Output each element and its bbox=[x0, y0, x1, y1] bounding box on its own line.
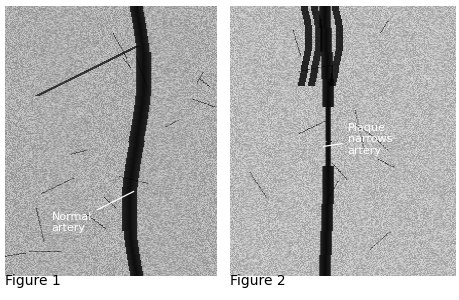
Text: Figure 1: Figure 1 bbox=[5, 274, 60, 288]
Text: Figure 2: Figure 2 bbox=[230, 274, 285, 288]
Text: Normal
artery: Normal artery bbox=[51, 191, 134, 233]
Text: Plaque
narrows
artery: Plaque narrows artery bbox=[323, 123, 391, 156]
